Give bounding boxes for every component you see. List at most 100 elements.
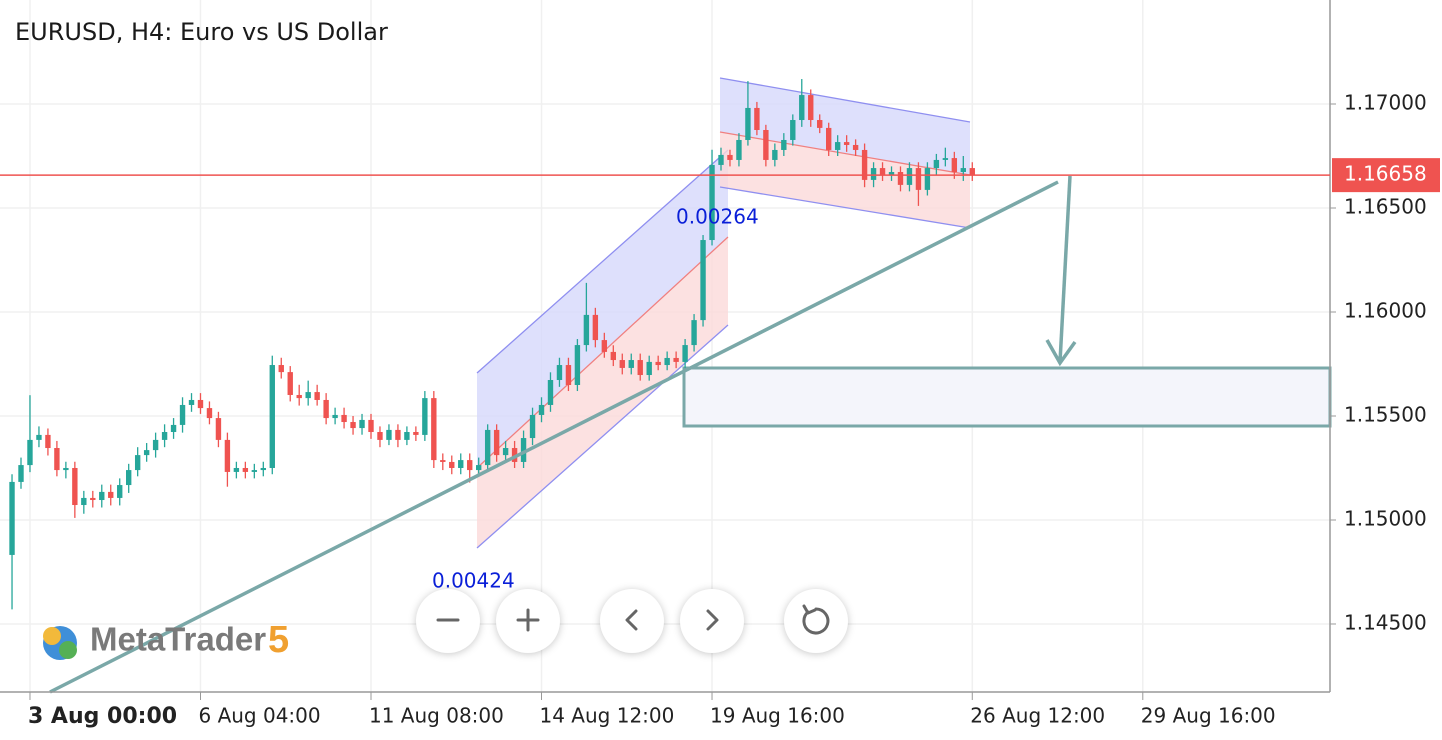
annotation: 0.00424 <box>432 569 515 593</box>
y-tick-label: 1.16500 <box>1344 194 1427 218</box>
x-tick-label: 11 Aug 08:00 <box>369 704 504 728</box>
candle-body <box>99 491 105 501</box>
logo-icon <box>59 641 77 659</box>
target-zone <box>682 366 1332 428</box>
scroll-left-button[interactable] <box>600 589 664 653</box>
channel-upper-fill <box>477 150 728 468</box>
x-tick-label: 3 Aug 00:00 <box>28 704 177 729</box>
candle-body <box>134 455 141 471</box>
y-tick-label: 1.17000 <box>1344 90 1427 114</box>
candle-body <box>628 360 634 368</box>
candle-body <box>682 345 688 362</box>
candle-body <box>404 432 410 440</box>
candle-body <box>440 460 446 462</box>
y-tick-label: 1.14500 <box>1344 610 1427 634</box>
channel-line <box>719 186 971 229</box>
candle-body <box>538 404 545 415</box>
candle-body <box>197 399 204 409</box>
arrow-head <box>1045 339 1077 367</box>
last-price-label: 1.16658 <box>1344 162 1427 186</box>
candle-body <box>646 361 652 376</box>
candle-body <box>915 168 922 190</box>
candle-body <box>188 399 195 405</box>
candle-body <box>45 434 51 449</box>
candle-body <box>36 434 42 440</box>
candle-body <box>314 392 320 400</box>
candle-body <box>808 95 814 121</box>
candle-body <box>547 380 554 405</box>
candle-body <box>179 404 186 425</box>
candle-body <box>852 144 859 150</box>
candle-body <box>969 168 975 176</box>
candle-body <box>502 448 509 456</box>
candle-body <box>843 142 850 145</box>
candle-body <box>18 465 24 482</box>
x-tick-label: 19 Aug 16:00 <box>710 704 845 728</box>
candle-body <box>942 158 949 160</box>
candle-body <box>341 414 347 423</box>
candle-body <box>888 172 895 175</box>
candle-body <box>350 422 356 429</box>
candle-body <box>870 168 877 180</box>
candle-body <box>718 154 724 165</box>
candle-body <box>431 398 437 461</box>
logo-text: MetaTrader <box>90 621 266 658</box>
channel-line <box>476 324 729 549</box>
candle-body <box>861 149 868 180</box>
y-tick-label: 1.15000 <box>1344 506 1427 530</box>
candle-body <box>377 432 383 440</box>
candle-body <box>951 158 958 173</box>
logo-icon <box>43 627 61 645</box>
candle-body <box>691 320 697 346</box>
candle-body <box>906 168 913 185</box>
reset-button[interactable] <box>784 589 848 653</box>
candle-body <box>476 465 482 471</box>
candle-body <box>700 240 706 321</box>
candle-body <box>81 497 87 506</box>
candle-body <box>296 394 302 399</box>
candle-body <box>170 424 177 433</box>
candle-body <box>879 168 886 175</box>
last-price-tag <box>1332 158 1440 193</box>
candle-body <box>754 107 760 130</box>
candle-body <box>152 439 159 451</box>
candle-body <box>781 139 787 150</box>
candle-body <box>727 154 733 160</box>
candle-body <box>601 340 608 352</box>
scroll-right-button[interactable] <box>680 589 744 653</box>
candle-body <box>467 460 473 471</box>
candle-body <box>520 438 527 462</box>
candle-body <box>673 357 679 362</box>
candle-body <box>655 361 661 366</box>
candle-body <box>592 314 599 341</box>
candle-body <box>565 365 572 385</box>
candle-body <box>359 419 365 429</box>
candle-body <box>556 365 563 381</box>
candles <box>9 79 975 610</box>
candle-body <box>323 399 329 419</box>
channel-line <box>476 149 729 374</box>
candle-body <box>63 467 69 471</box>
candle-body <box>278 365 284 373</box>
candle-body <box>54 448 60 471</box>
candle-body <box>108 491 114 498</box>
candle-body <box>233 467 240 472</box>
candle-body <box>745 107 751 140</box>
candle-body <box>619 360 625 368</box>
candle-body <box>117 485 123 498</box>
x-tick-label: 6 Aug 04:00 <box>198 704 320 728</box>
candle-body <box>72 467 78 506</box>
candle-body <box>826 127 832 150</box>
candle-body <box>736 139 742 160</box>
candle-body <box>637 360 643 376</box>
x-tick-label: 29 Aug 16:00 <box>1141 704 1276 728</box>
channel-line <box>719 77 971 123</box>
zoom-in-button[interactable] <box>496 589 560 653</box>
candle-body <box>126 470 132 486</box>
candle-body <box>332 414 338 419</box>
channel-line <box>719 131 971 176</box>
candle-body <box>287 372 293 395</box>
candle-body <box>817 120 823 128</box>
zoom-out-button[interactable] <box>416 589 480 653</box>
chart-title: EURUSD, H4: Euro vs US Dollar <box>15 18 388 46</box>
